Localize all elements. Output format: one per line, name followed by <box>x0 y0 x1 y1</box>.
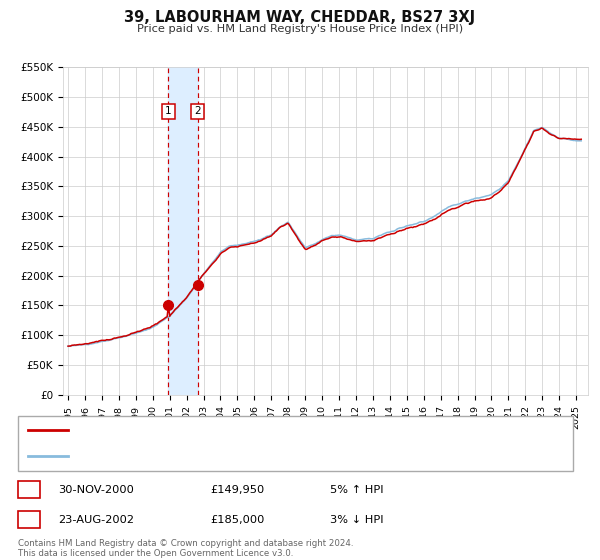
Text: 23-AUG-2002: 23-AUG-2002 <box>58 515 134 525</box>
Text: 1: 1 <box>25 483 33 496</box>
Text: Price paid vs. HM Land Registry's House Price Index (HPI): Price paid vs. HM Land Registry's House … <box>137 24 463 34</box>
Bar <box>168 67 197 395</box>
Text: 39, LABOURHAM WAY, CHEDDAR, BS27 3XJ: 39, LABOURHAM WAY, CHEDDAR, BS27 3XJ <box>124 10 476 25</box>
Text: 30-NOV-2000: 30-NOV-2000 <box>58 484 134 494</box>
Text: 39, LABOURHAM WAY, CHEDDAR, BS27 3XJ (detached house): 39, LABOURHAM WAY, CHEDDAR, BS27 3XJ (de… <box>73 426 392 436</box>
Text: £185,000: £185,000 <box>210 515 265 525</box>
Text: Contains HM Land Registry data © Crown copyright and database right 2024.: Contains HM Land Registry data © Crown c… <box>18 539 353 548</box>
Text: 5% ↑ HPI: 5% ↑ HPI <box>330 484 383 494</box>
Text: 2: 2 <box>25 513 33 526</box>
Text: HPI: Average price, detached house, Somerset: HPI: Average price, detached house, Some… <box>73 451 316 461</box>
Text: 3% ↓ HPI: 3% ↓ HPI <box>330 515 383 525</box>
Bar <box>18 511 40 528</box>
Text: £149,950: £149,950 <box>210 484 264 494</box>
Text: This data is licensed under the Open Government Licence v3.0.: This data is licensed under the Open Gov… <box>18 549 293 558</box>
Text: 1: 1 <box>165 106 172 116</box>
Bar <box>18 417 573 471</box>
Bar <box>18 481 40 498</box>
Text: 2: 2 <box>194 106 201 116</box>
